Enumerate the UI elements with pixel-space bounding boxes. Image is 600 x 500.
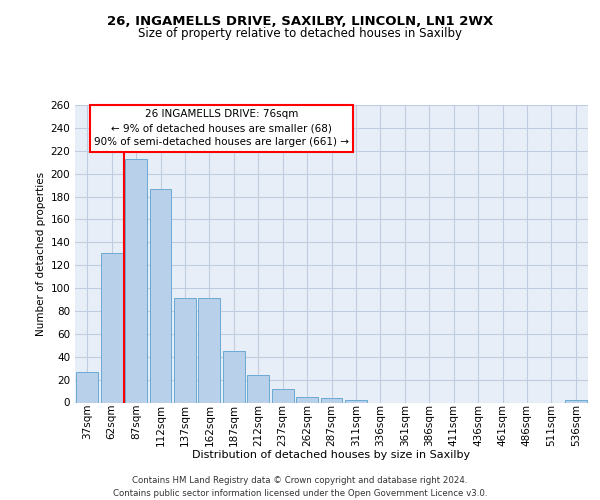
Bar [565, 400, 587, 402]
Bar [174, 298, 196, 403]
Bar [199, 298, 220, 403]
Bar [223, 351, 245, 403]
Text: 26, INGAMELLS DRIVE, SAXILBY, LINCOLN, LN1 2WX: 26, INGAMELLS DRIVE, SAXILBY, LINCOLN, L… [107, 15, 493, 28]
Bar [320, 398, 343, 402]
Bar [345, 400, 367, 402]
Bar [125, 159, 147, 402]
Bar [272, 389, 293, 402]
X-axis label: Distribution of detached houses by size in Saxilby: Distribution of detached houses by size … [193, 450, 470, 460]
Bar [247, 375, 269, 402]
Bar [296, 397, 318, 402]
Text: 26 INGAMELLS DRIVE: 76sqm
← 9% of detached houses are smaller (68)
90% of semi-d: 26 INGAMELLS DRIVE: 76sqm ← 9% of detach… [94, 110, 349, 148]
Bar [76, 372, 98, 402]
Y-axis label: Number of detached properties: Number of detached properties [36, 172, 46, 336]
Bar [149, 188, 172, 402]
Text: Size of property relative to detached houses in Saxilby: Size of property relative to detached ho… [138, 28, 462, 40]
Text: Contains HM Land Registry data © Crown copyright and database right 2024.
Contai: Contains HM Land Registry data © Crown c… [113, 476, 487, 498]
Bar [101, 252, 122, 402]
